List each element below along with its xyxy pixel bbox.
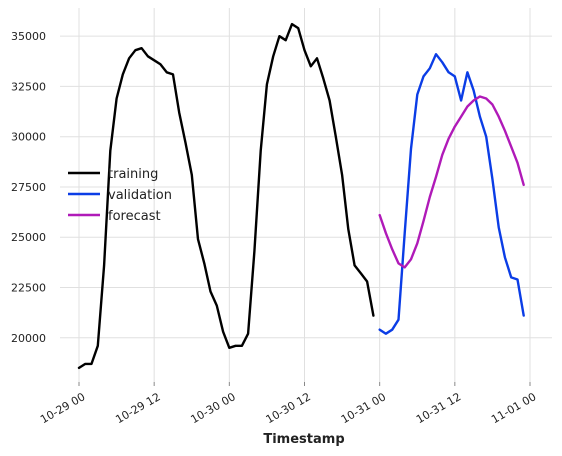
legend-label-validation: validation xyxy=(108,188,172,203)
series-line-validation xyxy=(378,53,525,335)
x-tick-label: 10-30 00 xyxy=(188,390,237,426)
x-axis-ticks: 10-29 00 10-29 12 10-30 00 10-30 12 10-31 00… xyxy=(38,382,539,426)
legend-label-forecast: forecast xyxy=(108,209,161,224)
legend: training validation forecast xyxy=(68,167,172,224)
y-tick-label: 32500 xyxy=(11,80,46,93)
series-line-forecast xyxy=(378,95,525,269)
y-tick-label: 30000 xyxy=(11,131,46,144)
x-tick-label: 10-31 12 xyxy=(414,390,463,426)
y-tick-label: 25000 xyxy=(11,231,46,244)
x-tick-label: 10-29 12 xyxy=(113,390,162,426)
y-tick-label: 22500 xyxy=(11,281,46,294)
series-line-training xyxy=(77,22,375,370)
x-tick-label: 10-29 00 xyxy=(38,390,87,426)
grid xyxy=(60,8,552,382)
y-tick-label: 20000 xyxy=(11,332,46,345)
series-lines xyxy=(77,22,525,370)
legend-label-training: training xyxy=(108,167,158,182)
y-tick-label: 35000 xyxy=(11,30,46,43)
x-tick-label: 11-01 00 xyxy=(489,390,538,426)
x-tick-label: 10-30 12 xyxy=(264,390,313,426)
y-axis-ticks: 20000 22500 25000 27500 30000 32500 35000 xyxy=(11,30,46,345)
y-tick-label: 27500 xyxy=(11,181,46,194)
x-axis-title: Timestamp xyxy=(263,432,344,447)
x-tick-label: 10-31 00 xyxy=(339,390,388,426)
